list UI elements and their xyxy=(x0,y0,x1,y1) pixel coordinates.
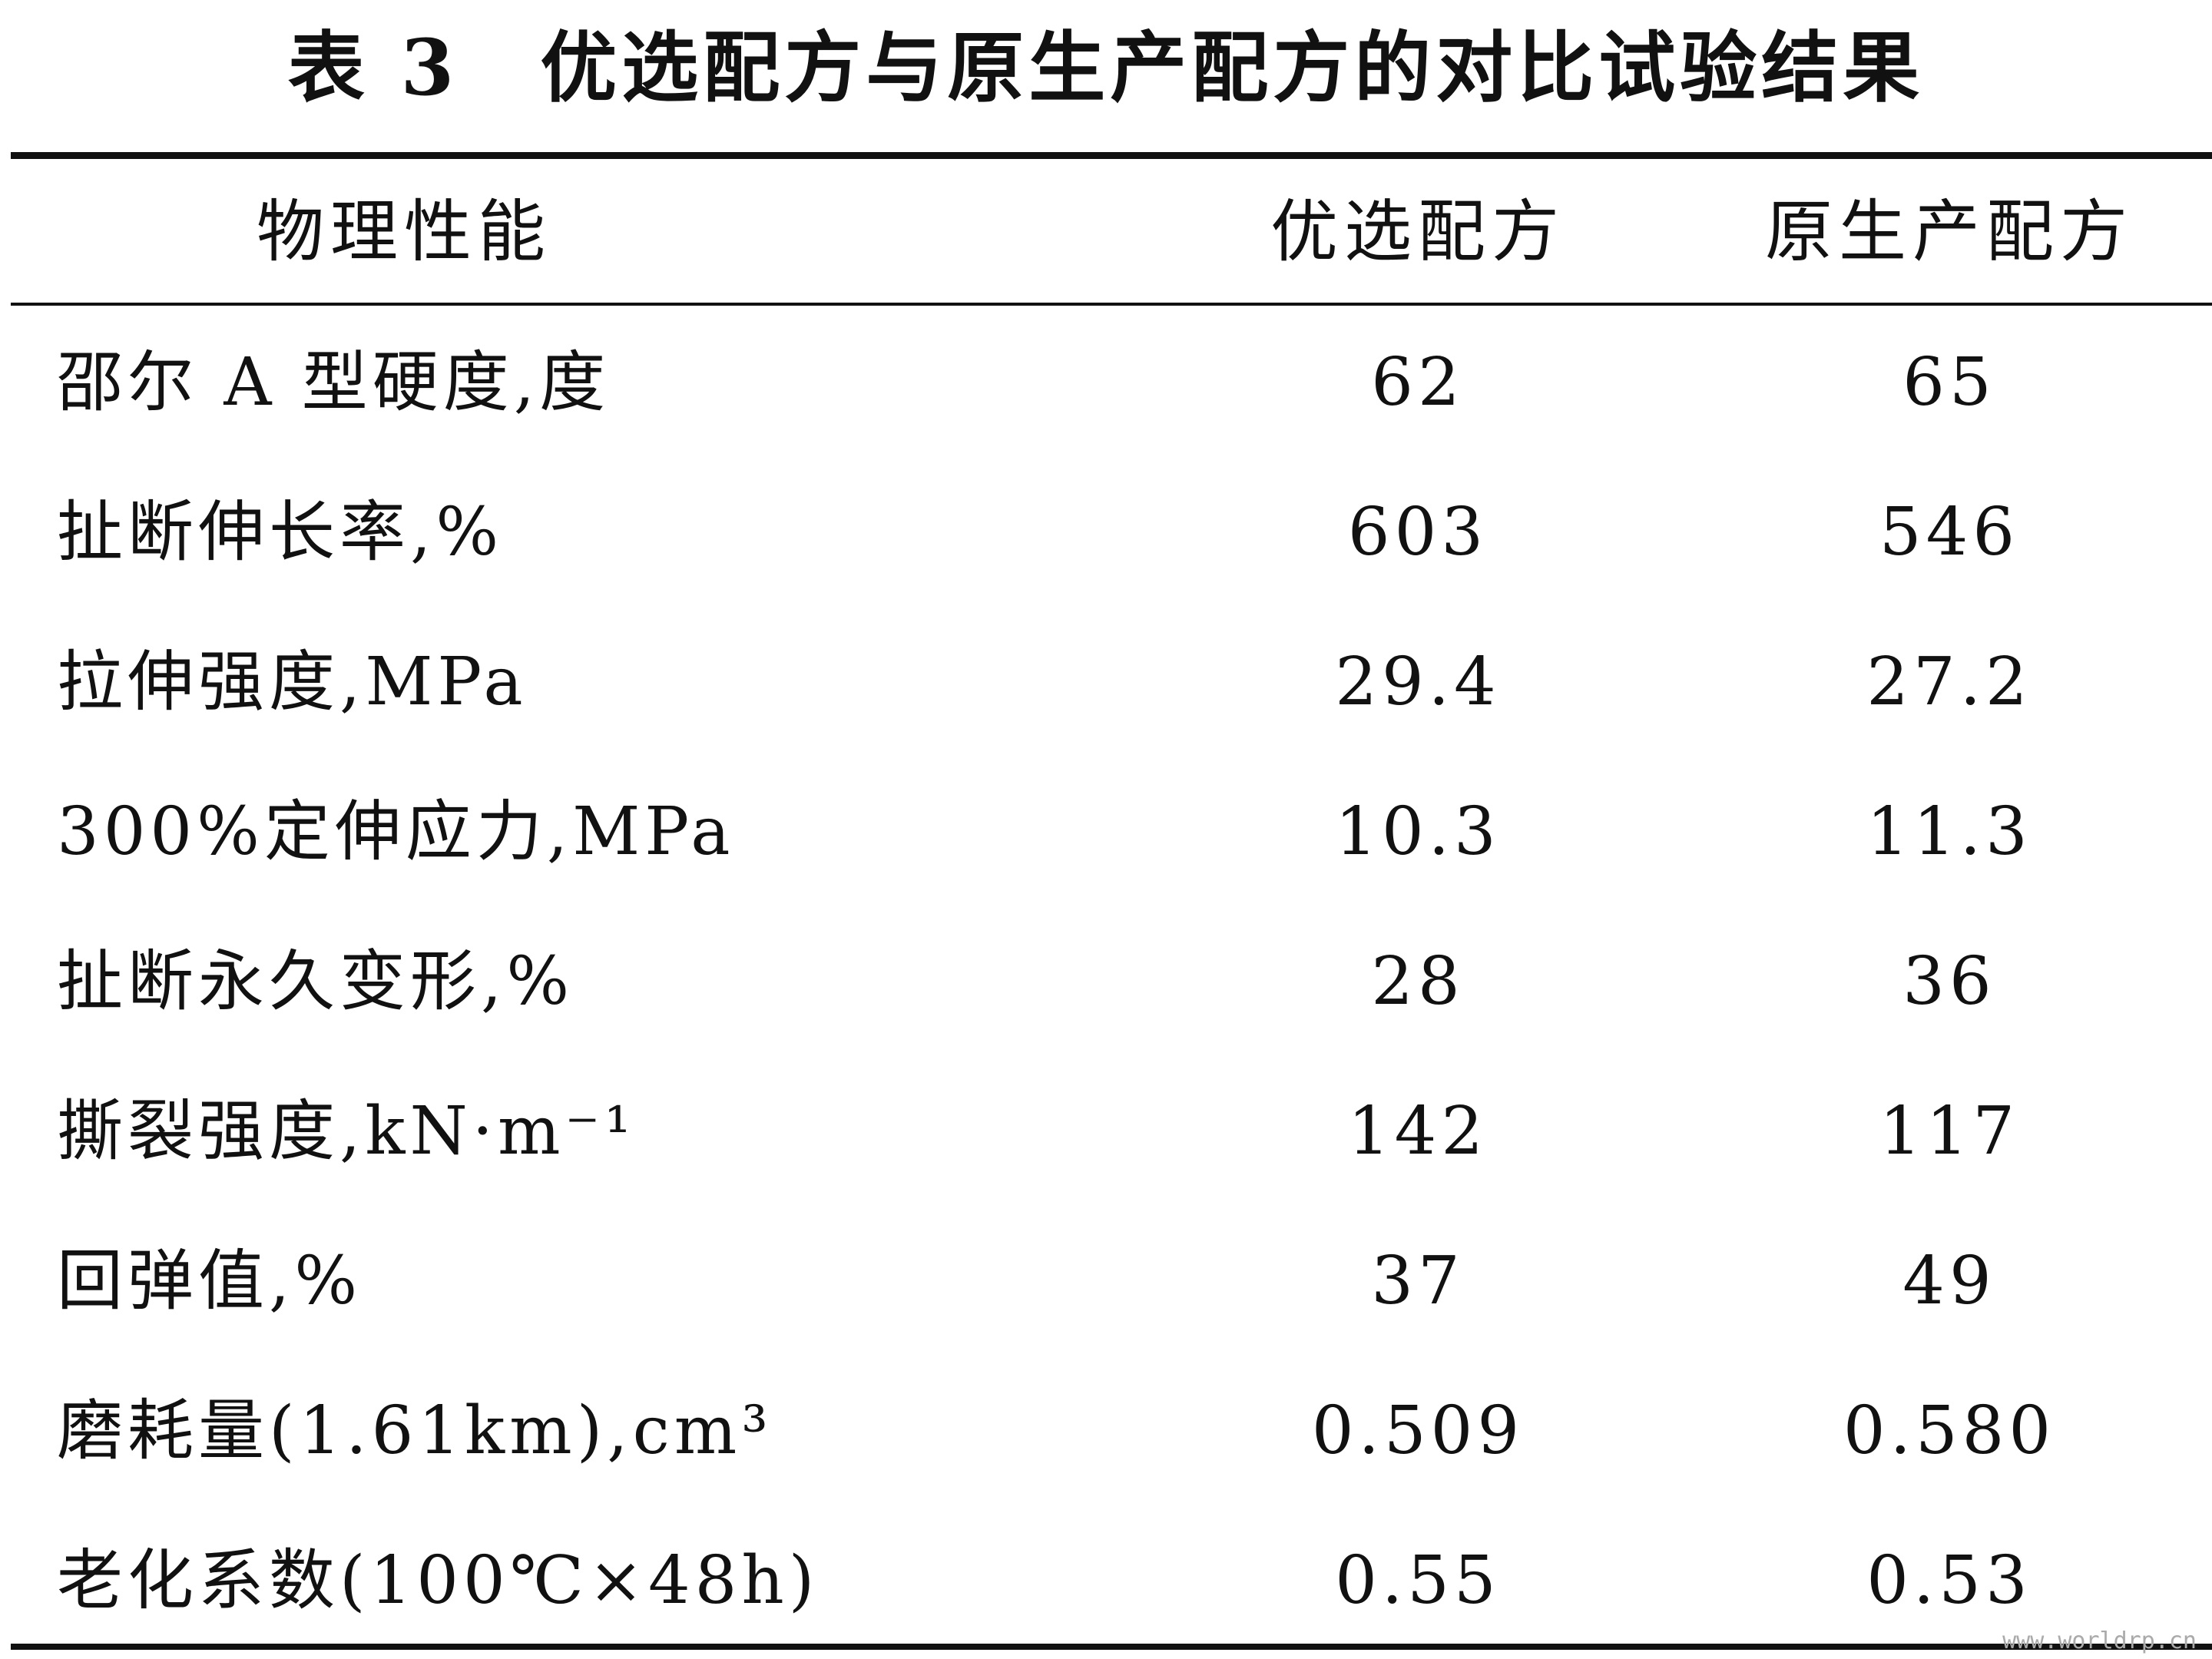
cell-value: 546 xyxy=(1879,494,2020,571)
cell-value: 11.3 xyxy=(1866,793,2032,870)
cell-value: 117 xyxy=(1879,1093,2020,1170)
cell-value: 0.55 xyxy=(1335,1542,1501,1619)
row-label: 拉伸强度,MPa xyxy=(57,644,528,720)
column-header: 原生产配方 xyxy=(1764,192,2134,271)
cell-value: 62 xyxy=(1371,344,1465,421)
row-label: 扯断伸长率,% xyxy=(57,494,504,571)
column-header: 物理性能 xyxy=(256,192,552,271)
top-rule xyxy=(11,152,2212,159)
cell-value: 27.2 xyxy=(1866,644,2032,720)
cell-value: 10.3 xyxy=(1335,793,1501,870)
cell-value: 65 xyxy=(1902,344,1996,421)
cell-value: 0.509 xyxy=(1311,1392,1525,1469)
row-label: 撕裂强度,kN·m⁻¹ xyxy=(57,1093,636,1170)
watermark: www.worldrp.cn xyxy=(2002,1628,2197,1654)
cell-value: 36 xyxy=(1902,943,1996,1020)
column-header: 优选配方 xyxy=(1270,192,1566,271)
cell-value: 37 xyxy=(1371,1243,1465,1320)
cell-value: 0.580 xyxy=(1843,1392,2056,1469)
row-label: 邵尔 A 型硬度,度 xyxy=(57,344,611,421)
row-label: 回弹值,% xyxy=(57,1243,363,1320)
cell-value: 603 xyxy=(1347,494,1488,571)
row-label: 老化系数(100℃×48h) xyxy=(57,1542,820,1619)
cell-value: 28 xyxy=(1371,943,1465,1020)
bottom-rule xyxy=(11,1644,2212,1650)
table-title: 表 3 优选配方与原生产配方的对比试验结果 xyxy=(287,22,1925,113)
cell-value: 142 xyxy=(1347,1093,1488,1170)
cell-value: 29.4 xyxy=(1335,644,1501,720)
row-label: 扯断永久变形,% xyxy=(57,943,575,1020)
header-rule xyxy=(11,303,2212,306)
cell-value: 0.53 xyxy=(1866,1542,2032,1619)
row-label: 磨耗量(1.61km),cm³ xyxy=(57,1392,773,1469)
row-label: 300%定伸应力,MPa xyxy=(57,793,735,870)
cell-value: 49 xyxy=(1902,1243,1996,1320)
